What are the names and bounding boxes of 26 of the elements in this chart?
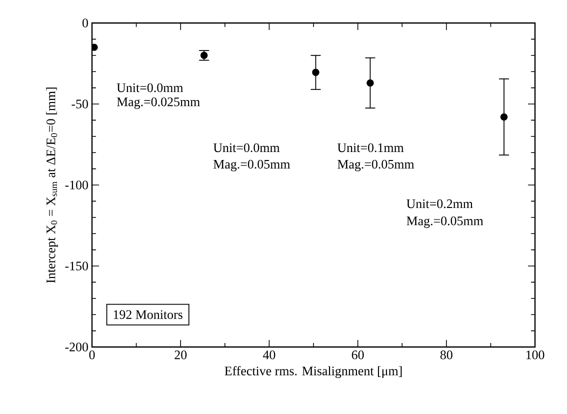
annotation: Unit=0.1mm [337,143,404,152]
x-tick-label: 80 [440,350,452,360]
annotation: Unit=0.0mm [213,143,280,152]
y-tick-label: -50 [72,100,88,108]
x-tick-label: 60 [352,350,364,360]
annotation: Unit=0.2mm [406,199,473,208]
x-tick-label: 100 [526,350,544,360]
x-axis-title: Effective rms. Misalignment [μm] [224,366,402,378]
point [500,113,508,121]
y-tick-label: -150 [65,262,88,270]
x-tick-label: 20 [174,350,187,360]
x-tick-label: 40 [262,350,276,360]
x-tick-label: 0 [89,350,95,360]
annotation: Mag.=0.025mm [116,97,200,109]
annotation: Mag.=0.05mm [214,160,290,172]
annotation: Mag.=0.05mm [406,216,484,228]
annotation: 192 Monitors [114,310,182,319]
y-tick-label: -100 [65,180,88,190]
y-axis-title: Intercept X$_{0}$ = X$_{sum}$ at ΔE/E$_{0}$=0 [mm] [46,88,58,283]
y-tick-label: -200 [65,342,88,352]
annotation: Unit=0.0mm [116,83,184,92]
point [92,44,98,51]
y-tick-label: 0 [82,18,88,28]
annotation: Mag.=0.05mm [338,160,414,172]
point [312,68,320,76]
point [366,79,374,87]
